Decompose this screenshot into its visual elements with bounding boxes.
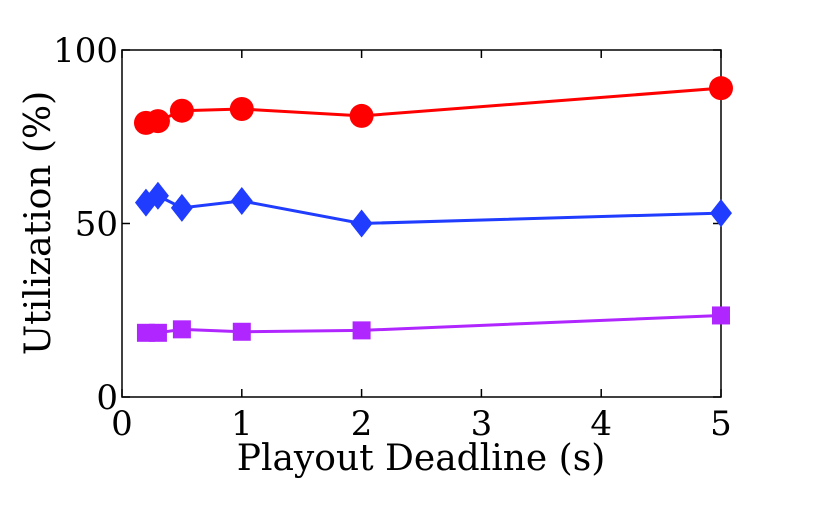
y-tick-label-1: 50 bbox=[75, 205, 118, 245]
data-point-2-2 bbox=[172, 320, 191, 339]
series-layer bbox=[133, 76, 733, 342]
data-point-1-2 bbox=[170, 193, 193, 222]
data-point-2-5 bbox=[712, 306, 730, 325]
series-circle bbox=[133, 76, 733, 135]
data-point-1-4 bbox=[350, 209, 373, 238]
data-point-0-1 bbox=[145, 109, 170, 134]
series-line-2 bbox=[145, 313, 722, 335]
data-point-1-3 bbox=[230, 186, 253, 215]
y-tick-label-0: 0 bbox=[96, 378, 118, 418]
x-tick-label-2: 2 bbox=[351, 404, 373, 444]
x-tick-label-5: 5 bbox=[710, 404, 732, 444]
series-diamond bbox=[134, 181, 732, 238]
plot-area bbox=[121, 49, 722, 398]
x-tick-label-4: 4 bbox=[590, 404, 612, 444]
data-point-0-4 bbox=[349, 103, 374, 128]
data-point-2-4 bbox=[352, 321, 371, 340]
x-tick-label-0: 0 bbox=[111, 404, 133, 444]
x-axis-title: Playout Deadline (s) bbox=[237, 438, 606, 479]
data-point-2-1 bbox=[148, 323, 167, 342]
data-point-0-2 bbox=[169, 98, 194, 123]
series-square bbox=[136, 306, 730, 342]
data-point-1-5 bbox=[710, 199, 732, 228]
x-tick-label-1: 1 bbox=[231, 404, 253, 444]
x-tick-label-3: 3 bbox=[471, 404, 493, 444]
y-tick-label-2: 100 bbox=[53, 31, 118, 71]
axis-ticks bbox=[121, 49, 722, 398]
data-point-2-3 bbox=[232, 322, 251, 341]
y-axis-title: Utilization (%) bbox=[18, 91, 59, 355]
data-point-0-3 bbox=[229, 96, 254, 121]
data-point-1-1 bbox=[146, 181, 169, 210]
data-point-0-5 bbox=[709, 76, 733, 101]
